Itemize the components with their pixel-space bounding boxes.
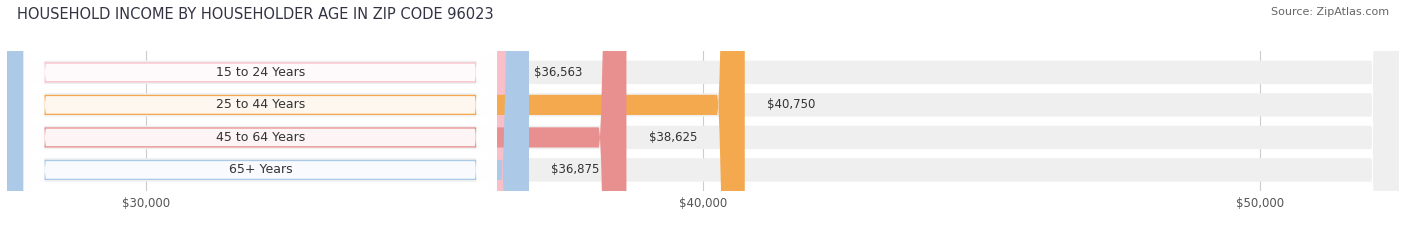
Text: $40,750: $40,750 — [768, 98, 815, 111]
Text: $36,563: $36,563 — [534, 66, 582, 79]
FancyBboxPatch shape — [7, 0, 529, 233]
FancyBboxPatch shape — [7, 0, 1399, 233]
Text: 45 to 64 Years: 45 to 64 Years — [215, 131, 305, 144]
FancyBboxPatch shape — [24, 0, 496, 233]
FancyBboxPatch shape — [7, 0, 512, 233]
FancyBboxPatch shape — [7, 0, 1399, 233]
FancyBboxPatch shape — [7, 0, 1399, 233]
Text: $38,625: $38,625 — [648, 131, 697, 144]
Text: 25 to 44 Years: 25 to 44 Years — [215, 98, 305, 111]
Text: $36,875: $36,875 — [551, 163, 599, 176]
Text: HOUSEHOLD INCOME BY HOUSEHOLDER AGE IN ZIP CODE 96023: HOUSEHOLD INCOME BY HOUSEHOLDER AGE IN Z… — [17, 7, 494, 22]
FancyBboxPatch shape — [24, 0, 496, 233]
FancyBboxPatch shape — [7, 0, 1399, 233]
Text: 65+ Years: 65+ Years — [229, 163, 292, 176]
FancyBboxPatch shape — [24, 0, 496, 233]
Text: 15 to 24 Years: 15 to 24 Years — [215, 66, 305, 79]
FancyBboxPatch shape — [7, 0, 745, 233]
FancyBboxPatch shape — [24, 0, 496, 233]
Text: Source: ZipAtlas.com: Source: ZipAtlas.com — [1271, 7, 1389, 17]
FancyBboxPatch shape — [7, 0, 627, 233]
